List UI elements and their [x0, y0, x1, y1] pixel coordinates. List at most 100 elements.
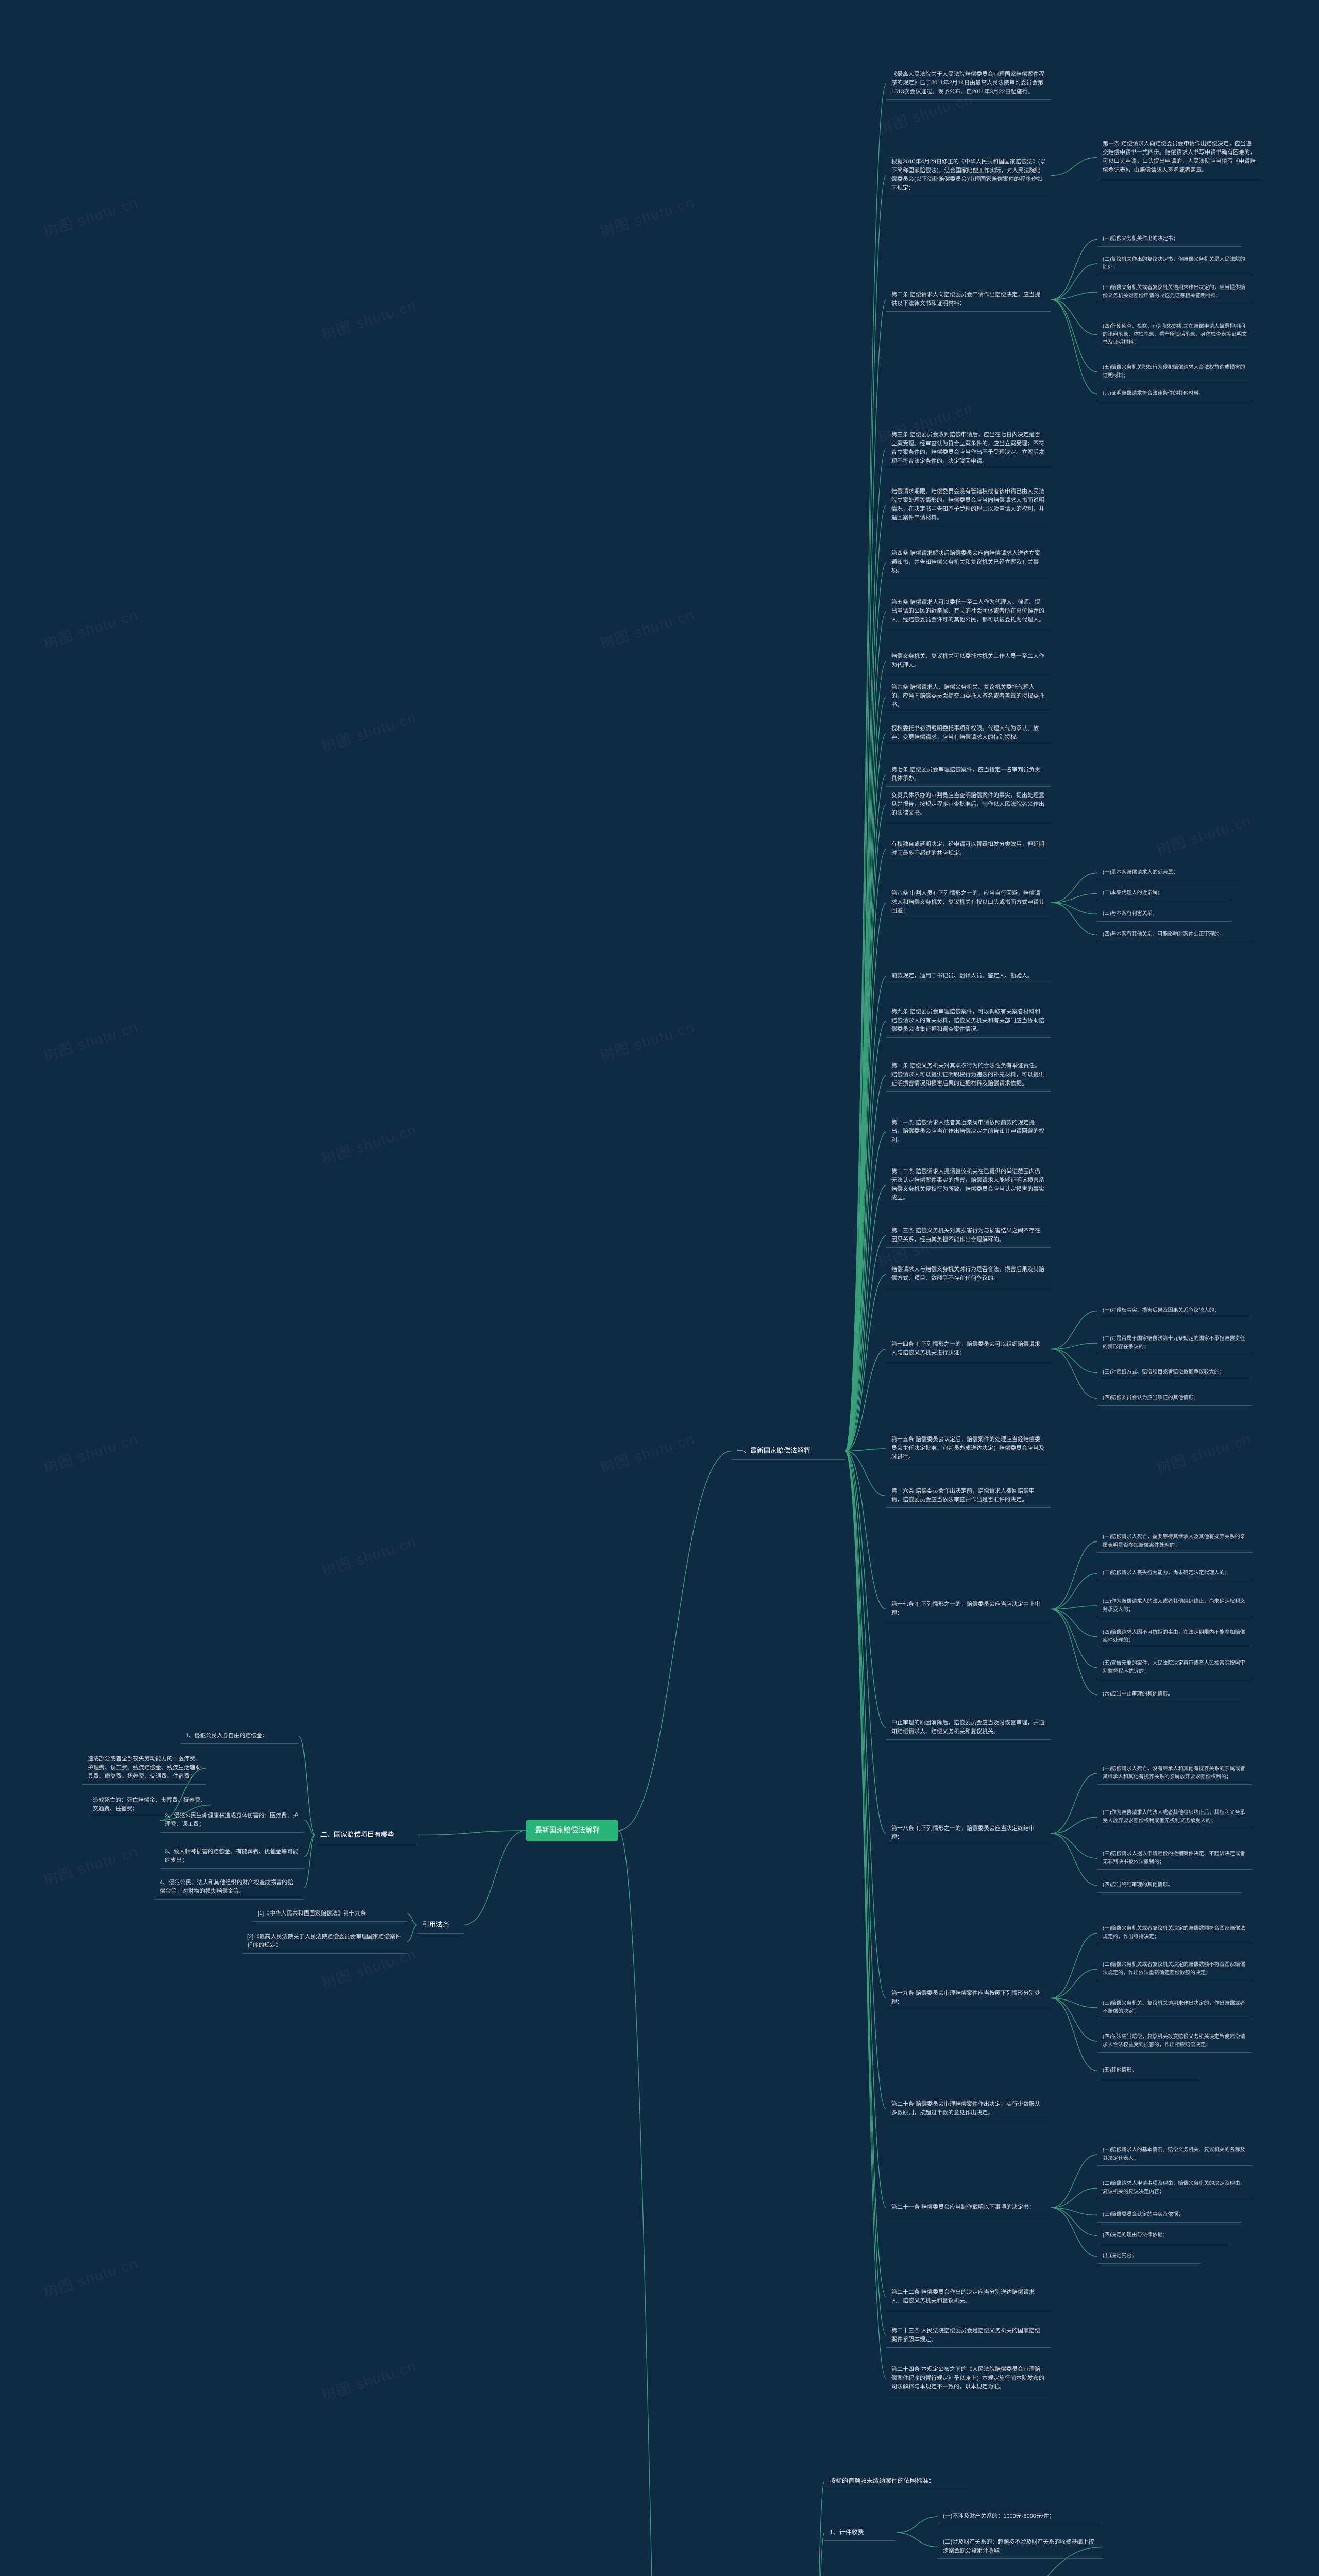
edge-a17-a17_3 — [1051, 1606, 1097, 1609]
edge-a8-a8_3 — [1051, 903, 1097, 914]
watermark: 树图 shutu.cn — [41, 1015, 141, 1065]
watermark: 树图 shutu.cn — [319, 1531, 419, 1581]
node-a17b: 中止审理的原因消除后，赔偿委员会应当及时恢复审理，并通知赔偿请求人、赔偿义务机关… — [886, 1716, 1051, 1740]
node-s1_basis: 根据2010年4月29日修正的《中华人民共和国国家赔偿法》(以下简称国家赔偿法)… — [886, 155, 1051, 196]
node-s2a: 造成部分或者全部丧失劳动能力的：医疗费、护理费、误工费、残疾赔偿金、残疾生活辅助… — [82, 1752, 206, 1785]
watermark: 树图 shutu.cn — [597, 603, 698, 653]
edge-a8-a8_4 — [1051, 903, 1097, 935]
edge-sec1-a7b — [845, 805, 886, 1451]
node-a7: 第七条 赔偿委员会审理赔偿案件，应当指定一名审判员负责具体承办。 — [886, 762, 1051, 787]
edge-sec1-a20 — [845, 1451, 886, 2109]
node-a17_3: (三)作为赔偿请求人的法人或者其他组织终止，尚未确定权利义务承受人的； — [1097, 1595, 1252, 1617]
node-sec3: 引用法条 — [417, 1917, 464, 1934]
node-a21_3: (三)赔偿委员会认定的事实及依据； — [1097, 2208, 1242, 2223]
node-a3b: 赔偿请求期限、赔偿委员会没有管辖权或者该申请已由人民法院立案处理等情形的，赔偿委… — [886, 484, 1051, 526]
edge-sec1-a13b — [845, 1275, 886, 1451]
node-s3_1: [1]《中华人民共和国国家赔偿法》第十九条 — [252, 1906, 407, 1922]
node-a5: 第五条 赔偿请求人可以委托一至二人作为代理人。律师、提出申请的公民的近亲属、有关… — [886, 595, 1051, 628]
watermark: 树图 shutu.cn — [597, 1015, 698, 1065]
edge-sec1-a13 — [845, 1236, 886, 1451]
node-a14_4: (四)赔偿委员会认为应当质证的其他情形。 — [1097, 1391, 1252, 1406]
edge-sec2-s2_4 — [304, 1835, 315, 1888]
node-a19_1: (一)赔偿义务机关或者复议机关决定的赔偿数额符合国家赔偿法规定的，作出维持决定； — [1097, 1922, 1252, 1944]
watermark: 树图 shutu.cn — [1154, 1428, 1254, 1478]
edge-sec1-a6 — [845, 697, 886, 1451]
edge-root-sec2 — [418, 1831, 526, 1835]
edge-a2-a2_3 — [1051, 292, 1097, 300]
edge-a8-a8_1 — [1051, 873, 1097, 903]
node-a2_1: (一)赔偿义务机关作出的决定书； — [1097, 232, 1242, 247]
edge-a18-a18_2 — [1051, 1817, 1097, 1834]
node-a20: 第二十条 赔偿委员会审理赔偿案件作出决定，实行少数服从多数原则，按超过半数的意见… — [886, 2097, 1051, 2121]
edge-sec1-a8b — [845, 850, 886, 1451]
node-a16: 第十六条 赔偿委员会作出决定前，赔偿请求人撤回赔偿申请，赔偿委员会应当依法审查并… — [886, 1484, 1051, 1508]
edge-a18-a18_1 — [1051, 1773, 1097, 1834]
edge-sec1-a9 — [845, 1021, 886, 1451]
edge-a17-a17_5 — [1051, 1609, 1097, 1668]
edge-sec1-a21 — [845, 1451, 886, 2208]
node-sec1: 一、最新国家赔偿法解释 — [732, 1443, 845, 1460]
node-s4_2b: (二)涉及财产关系的：超额按不涉及财产关系的收费基础上按涉案金额分段累计收取： — [938, 2535, 1103, 2559]
node-a1: 第一条 赔偿请求人向赔偿委员会申请作出赔偿决定，应当递交赔偿申请书一式四份。赔偿… — [1097, 137, 1262, 178]
node-a17_5: (五)宣告无罪的案件，人民法院决定再审或者人民检察院按照审判监督程序抗诉的； — [1097, 1656, 1252, 1679]
edge-sec1-a17 — [845, 1451, 886, 1609]
watermark: 树图 shutu.cn — [319, 1118, 419, 1168]
edge-sec1-a2 — [845, 300, 886, 1451]
node-a17_6: (六)应当中止审理的其他情形。 — [1097, 1687, 1242, 1702]
watermark: 树图 shutu.cn — [1154, 809, 1254, 859]
edge-a18-a18_4 — [1051, 1834, 1097, 1886]
node-a14_1: (一)对侵权事实、损害后果及因果关系争议较大的； — [1097, 1303, 1252, 1318]
node-a8c: 前款规定，适用于书记员、翻译人员、鉴定人、勘验人。 — [886, 969, 1051, 984]
watermark: 树图 shutu.cn — [597, 191, 698, 241]
edge-a14-a14_2 — [1051, 1343, 1097, 1349]
edge-a19-a19_3 — [1051, 1998, 1097, 2008]
edge-sec1-s1_intro — [845, 83, 886, 1451]
edge-a19-a19_1 — [1051, 1933, 1097, 1998]
node-s3_2: [2]《最高人民法院关于人民法院赔偿委员会审理国家赔偿案件程序的规定》 — [242, 1929, 407, 1954]
edge-a19-a19_4 — [1051, 1998, 1097, 2042]
edge-a17-a17_1 — [1051, 1541, 1097, 1609]
edge-sec1-a15 — [845, 1449, 886, 1451]
edge-sec1-a24 — [845, 1451, 886, 2379]
node-a19_5: (五)其他情形。 — [1097, 2063, 1200, 2078]
edge-sec1-a3b — [845, 505, 886, 1451]
node-a10: 第十条 赔偿义务机关对其职权行为的合法性负有举证责任。赔偿请求人可以提供证明职权… — [886, 1059, 1051, 1092]
node-s2_4: 4、侵犯公民、法人和其他组织的财产权造成损害的赔偿金等，对财物的损失赔偿金等。 — [155, 1875, 304, 1900]
edge-s4_2-s4_2a — [897, 2517, 938, 2533]
edge-s1_basis-a1 — [1051, 158, 1097, 176]
node-a7b: 负责具体承办的审判员应当查明赔偿案件的事实，提出处理意见并报告，按规定程序审查批… — [886, 788, 1051, 821]
node-a23: 第二十三条 人民法院赔偿委员会是赔偿义务机关的国家赔偿案件参照本规定。 — [886, 2324, 1051, 2348]
node-a18_4: (四)应当终结审理的其他情形。 — [1097, 1878, 1242, 1893]
watermark: 树图 shutu.cn — [597, 1428, 698, 1478]
edge-a14-a14_3 — [1051, 1349, 1097, 1373]
edge-sec1-a3 — [845, 449, 886, 1451]
edge-a17-a17_6 — [1051, 1609, 1097, 1695]
edge-sec1-a4 — [845, 563, 886, 1451]
edge-sec2-s2_3 — [304, 1835, 315, 1857]
node-a2_3: (三)赔偿义务机关或者复议机关逾期未作出决定的，应当提供赔偿义务机关对赔偿申请的… — [1097, 281, 1252, 303]
node-a24: 第二十四条 本规定公布之前的《人民法院赔偿委员会审理赔偿案件程序的暂行规定》予以… — [886, 2362, 1051, 2395]
node-a13b: 赔偿请求人与赔偿义务机关对行为是否合法，损害后果及其赔偿方式、项目、数额等不存在… — [886, 1262, 1051, 1286]
watermark: 树图 shutu.cn — [319, 294, 419, 344]
edge-sec1-a16 — [845, 1451, 886, 1496]
watermark: 树图 shutu.cn — [319, 2355, 419, 2405]
node-s2_3: 3、致人精神损害的赔偿金、有随葬费、抚恤金等可能的支出； — [160, 1844, 304, 1869]
node-root: 最新国家赔偿法解释 — [526, 1820, 618, 1841]
edge-sec4-s4_1 — [804, 2481, 824, 2576]
edge-sec1-a17b — [845, 1451, 886, 1728]
edge-a21-a21_4 — [1051, 2208, 1097, 2236]
node-a3: 第三条 赔偿委员会收到赔偿申请后，应当在七日内决定是否立案受理。经审查认为符合立… — [886, 428, 1051, 469]
node-s4_1: 按标的值额收未缴纳案件的依照标准： — [824, 2473, 969, 2489]
node-a21_4: (四)决定的理由与法律依据； — [1097, 2228, 1231, 2243]
node-a18_1: (一)赔偿请求人死亡，没有继承人和其他有抚养关系的亲属或者其继承人和其他有抚养关… — [1097, 1762, 1252, 1785]
edge-a18-a18_3 — [1051, 1834, 1097, 1859]
watermark: 树图 shutu.cn — [41, 603, 141, 653]
node-a2_4: (四)行使侦查、检察、审判职权的机关在赔偿申请人被羁押期间的讯问笔录、体检笔录、… — [1097, 319, 1252, 350]
edge-a19-a19_5 — [1051, 1998, 1097, 2071]
node-a21: 第二十一条 赔偿委员会应当制作载明以下事项的决定书： — [886, 2200, 1051, 2215]
node-a8_1: (一)是本案赔偿请求人的近亲属； — [1097, 866, 1242, 880]
node-a21_5: (五)决定内容。 — [1097, 2249, 1200, 2264]
node-a12: 第十二条 赔偿请求人提请复议机关在已提供的举证范围内仍无法认定赔偿案件事实的损害… — [886, 1164, 1051, 1206]
node-a19_3: (三)赔偿义务机关、复议机关逾期未作出决定的，作出赔偿或者不赔偿的决定； — [1097, 1996, 1252, 2019]
edge-a19-a19_2 — [1051, 1969, 1097, 1998]
